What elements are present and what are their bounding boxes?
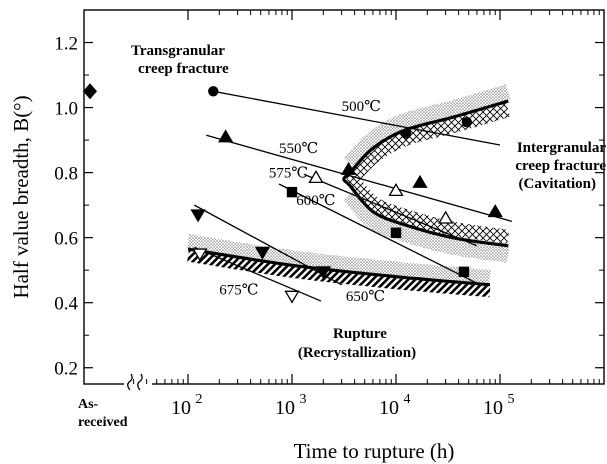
annotation-rupture-line1: Rupture [333,326,387,342]
y-tick-label: 1.2 [54,34,78,55]
data-markers [190,86,503,304]
fit-line [303,173,478,247]
data-point [284,290,300,304]
as-received-label-line1: As- [78,397,99,412]
data-point [192,248,208,262]
fit-lines [194,90,513,302]
y-tick-label: 1.0 [54,99,78,120]
x-tick-label-exponent: 3 [300,392,307,407]
recrystallization-band-dotted [186,234,491,284]
x-tick-label-exponent: 4 [404,392,411,407]
cavitation-band-dotted-lower [343,189,510,263]
x-tick-label-exponent: 2 [196,392,203,407]
fit-line [194,204,342,286]
plot-frame [83,9,605,385]
y-tick-label: 0.4 [54,294,78,315]
x-tick-label: 10 [483,397,503,419]
data-point [208,86,219,97]
annotation-intergranular-line3: (Cavitation) [519,176,597,192]
data-point [254,246,271,260]
data-point [190,209,206,223]
x-tick-label: 10 [275,397,295,419]
data-point [458,266,470,277]
axis-ticks: 0.2 0.4 0.6 0.8 1.0 1.2 10 2 10 3 10 4 10 5 [54,9,604,419]
series-label: 500℃ [342,99,381,115]
data-point [315,266,331,280]
data-point [400,128,412,139]
data-point [412,174,428,188]
fit-line [194,246,322,302]
series-label: 650℃ [346,289,385,305]
y-tick-label: 0.2 [54,359,78,380]
series-label: 675℃ [219,283,258,299]
data-point [461,117,473,128]
data-point [437,210,454,224]
fit-line [278,183,478,284]
annotation-transgranular-line2: creep fracture [138,61,229,77]
series-label: 600℃ [296,193,335,209]
y-tick-label: 0.8 [54,164,78,185]
recrystallization-boundary-line [187,247,491,287]
as-received-label-line2: received [78,415,128,430]
annotation-rupture-line2: (Recrystallization) [298,345,416,361]
series-labels: 500℃ 550℃ 575℃ 600℃ 650℃ 675℃ [219,99,385,305]
data-point [388,183,404,197]
data-point [390,227,402,238]
region-boundaries [186,84,511,298]
y-axis-title: Half value breadth, B(°) [9,95,33,298]
y-tick-label: 0.6 [54,229,78,250]
data-point [340,161,357,175]
x-tick-label: 10 [171,397,191,419]
annotation-intergranular-line1: Intergranular [517,140,607,156]
series-label: 550℃ [279,141,318,157]
data-point [487,204,503,218]
cavitation-boundary-line [342,99,509,248]
data-point [308,170,324,184]
series-label: 575℃ [269,165,308,181]
data-point [286,186,298,198]
fit-line [206,134,513,223]
fit-line [213,90,501,146]
x-tick-label-exponent: 5 [508,392,515,407]
annotation-transgranular-line1: Transgranular [131,43,225,59]
x-axis-title: Time to rupture (h) [294,439,455,463]
cavitation-band-dotted-upper [343,84,511,170]
annotation-intergranular-line2: creep fracture [515,158,606,174]
as-received-marker [83,83,97,100]
data-point [217,129,234,143]
axis-break-mark [124,373,152,391]
x-tick-label: 10 [379,397,399,419]
